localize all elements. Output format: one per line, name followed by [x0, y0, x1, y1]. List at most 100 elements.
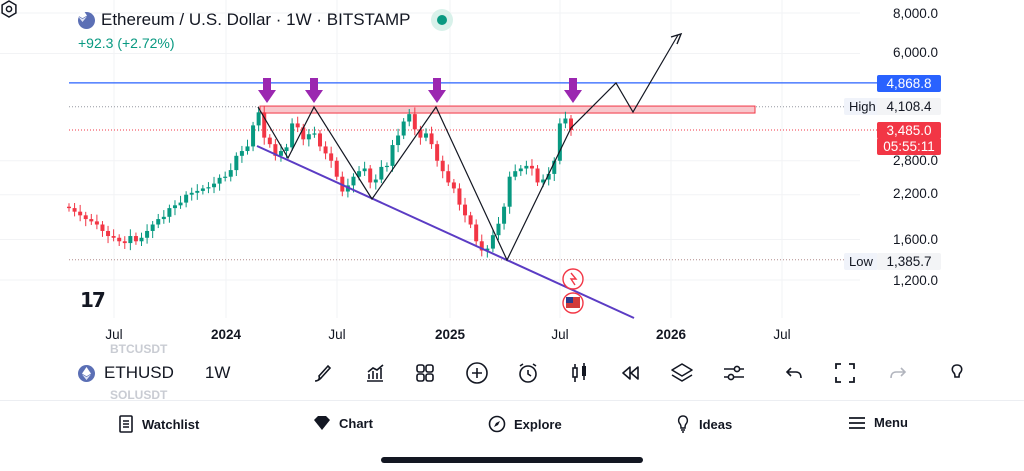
time-axis-label: Jul: [773, 327, 791, 342]
candle-body: [122, 241, 127, 244]
nav-menu[interactable]: Menu: [848, 415, 908, 430]
candle-body: [384, 165, 389, 168]
ethereum-icon: [78, 364, 95, 382]
indicators-icon[interactable]: [362, 360, 388, 386]
candle-body: [429, 133, 434, 145]
time-axis-label: 2025: [434, 327, 466, 342]
time-axis-label: Jul: [328, 327, 346, 342]
candle-body: [396, 135, 401, 146]
candle-body: [239, 151, 244, 156]
candle-body: [251, 125, 256, 147]
candle-body: [156, 219, 161, 225]
add-icon[interactable]: [464, 360, 490, 386]
candles-icon[interactable]: [566, 360, 592, 386]
candle-body: [435, 144, 440, 161]
menu-icon: [849, 416, 865, 429]
candle-body: [529, 165, 534, 169]
nav-watchlist[interactable]: Watchlist: [118, 415, 199, 433]
symbol-selector[interactable]: ETHUSD 1W: [78, 363, 230, 383]
layers-icon[interactable]: [669, 360, 695, 386]
settings-sliders-icon[interactable]: [721, 360, 747, 386]
redo-icon[interactable]: [885, 360, 911, 386]
candle-body: [446, 171, 451, 183]
candle-body: [557, 123, 562, 161]
candle-body: [228, 170, 233, 177]
ideas-icon[interactable]: [944, 360, 970, 386]
us-flag-event-icon: [566, 297, 573, 303]
ghost-symbol-below: SOLUSDT: [110, 388, 168, 402]
candle-body: [189, 192, 194, 195]
candle-body: [563, 118, 568, 124]
candle-body: [290, 123, 295, 148]
nav-ideas[interactable]: Ideas: [675, 415, 732, 433]
candle-body: [128, 236, 133, 244]
price-axis-label: 2,800.0: [892, 153, 938, 168]
candle-body: [78, 211, 83, 216]
candle-body: [301, 127, 306, 140]
candle-body: [318, 133, 322, 147]
candle-body: [212, 183, 217, 188]
candle-body: [217, 177, 222, 184]
home-indicator: [381, 457, 643, 463]
low-price-tag: 1,385.7: [877, 253, 941, 270]
candle-body: [184, 194, 189, 203]
candle-body: [273, 144, 278, 156]
candle-body: [206, 187, 211, 189]
price-chart[interactable]: [0, 0, 1024, 350]
chart-icon: [314, 416, 330, 430]
projection-path: [257, 34, 679, 262]
candle-body: [463, 204, 468, 216]
interval-selector[interactable]: 1W: [204, 363, 231, 382]
support-trendline: [256, 145, 635, 319]
nav-label: Watchlist: [142, 416, 200, 432]
top-marker-arrow: [258, 78, 276, 103]
candle-body: [200, 188, 205, 191]
high-price-tag: 4,108.4: [877, 98, 941, 115]
price-axis-label: 6,000.0: [892, 45, 938, 60]
alarm-icon[interactable]: [515, 360, 541, 386]
symbol-name: ETHUSD: [104, 363, 174, 382]
ideas-icon: [677, 415, 689, 433]
chart-panel[interactable]: Ethereum / U.S. Dollar · 1W · BITSTAMP +…: [0, 0, 1024, 350]
candle-body: [323, 146, 328, 154]
candle-body: [172, 205, 177, 209]
low-label: Low: [844, 253, 878, 270]
candle-body: [502, 206, 507, 224]
candle-body: [312, 133, 317, 135]
replay-icon[interactable]: [618, 360, 644, 386]
candle-body: [262, 112, 267, 138]
candle-body: [407, 114, 412, 122]
chart-header: Ethereum / U.S. Dollar · 1W · BITSTAMP: [78, 9, 453, 31]
candle-body: [357, 171, 362, 177]
price-axis-label: 1,600.0: [892, 232, 938, 247]
candle-body: [423, 133, 428, 138]
candle-body: [89, 219, 94, 222]
candle-body: [412, 114, 417, 130]
candle-body: [474, 224, 479, 242]
ethereum-icon: [78, 9, 95, 29]
bar-countdown: 05:55:11: [877, 138, 941, 155]
candle-body: [457, 188, 462, 205]
candle-body: [524, 165, 529, 169]
brush-icon[interactable]: [310, 360, 336, 386]
candle-body: [552, 160, 557, 174]
nav-label: Menu: [874, 415, 908, 430]
top-marker-arrow: [564, 78, 582, 103]
candle-body: [145, 230, 150, 238]
candle-body: [256, 112, 261, 126]
resistance-zone: [259, 105, 756, 114]
nav-explore[interactable]: Explore: [488, 415, 562, 433]
tradingview-logo: 17: [80, 288, 106, 312]
undo-icon[interactable]: [781, 360, 807, 386]
candle-body: [351, 176, 356, 186]
chart-title: Ethereum / U.S. Dollar · 1W · BITSTAMP: [101, 10, 411, 29]
high-label: High: [844, 98, 881, 115]
nav-chart[interactable]: Chart: [313, 415, 373, 431]
candle-body: [379, 166, 384, 180]
candle-body: [111, 236, 116, 238]
fullscreen-icon[interactable]: [832, 360, 858, 386]
layouts-icon[interactable]: [412, 360, 438, 386]
settings-icon[interactable]: [0, 0, 18, 18]
candle-body: [284, 147, 289, 152]
ghost-symbol-above: BTCUSDT: [110, 342, 168, 356]
